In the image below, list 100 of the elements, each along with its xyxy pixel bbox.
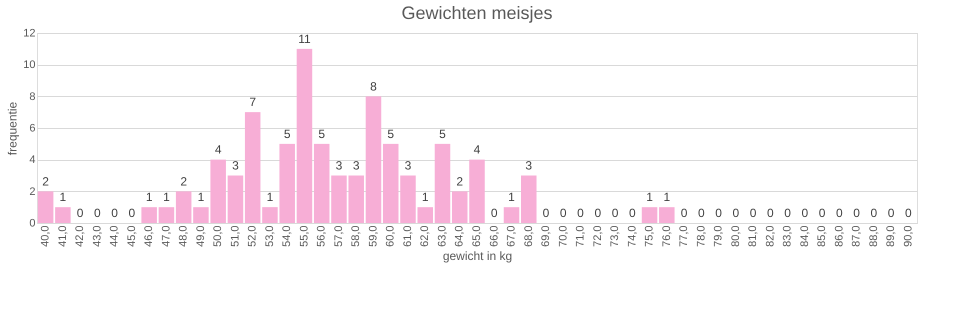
data-label: 1 xyxy=(266,190,274,204)
y-tick-label: 4 xyxy=(29,154,36,166)
data-label: 0 xyxy=(715,206,722,220)
x-tick-label: 78,0 xyxy=(695,226,708,247)
data-label: 0 xyxy=(888,206,895,220)
data-label: 3 xyxy=(404,158,412,172)
x-tick-label: 85,0 xyxy=(816,226,828,247)
data-label: 1 xyxy=(508,190,516,204)
data-label: 11 xyxy=(298,32,311,46)
x-tick-label: 52,0 xyxy=(246,226,259,247)
data-label: 1 xyxy=(198,190,205,204)
data-label: 0 xyxy=(836,206,844,220)
x-tick-label: 75,0 xyxy=(644,226,656,247)
data-label: 5 xyxy=(387,126,394,141)
x-tick-label: 67,0 xyxy=(506,226,518,247)
x-tick-label: 40,0 xyxy=(40,226,52,247)
x-tick-label: 70,0 xyxy=(557,226,570,247)
chart-title: Gewichten meisjes xyxy=(401,3,553,23)
data-label: 2 xyxy=(180,174,188,188)
x-tick-label: 66,0 xyxy=(488,226,500,247)
x-tick-label: 90,0 xyxy=(902,226,914,247)
x-tick-label: 53,0 xyxy=(264,226,276,247)
data-label: 0 xyxy=(612,206,619,220)
x-tick-label: 65,0 xyxy=(471,226,483,247)
data-label: 1 xyxy=(663,190,670,204)
data-label: 0 xyxy=(577,206,584,220)
x-tick-label: 72,0 xyxy=(592,226,604,247)
x-tick-label: 43,0 xyxy=(91,226,104,247)
data-label: 0 xyxy=(594,206,602,220)
data-label: 3 xyxy=(525,158,532,172)
data-label: 3 xyxy=(232,158,240,172)
data-label: 7 xyxy=(249,95,256,110)
data-label: 0 xyxy=(732,206,740,220)
x-tick-label: 73,0 xyxy=(609,226,622,247)
x-tick-label: 55,0 xyxy=(298,226,310,247)
data-label: 0 xyxy=(750,206,757,220)
data-label: 0 xyxy=(766,206,774,220)
data-label: 5 xyxy=(439,126,446,141)
x-tick-label: 54,0 xyxy=(281,226,294,247)
x-tick-label: 83,0 xyxy=(782,226,794,247)
x-tick-label: 46,0 xyxy=(143,226,156,247)
y-tick-label: 8 xyxy=(29,90,36,103)
x-tick-label: 77,0 xyxy=(678,226,690,247)
x-tick-label: 49,0 xyxy=(194,226,207,247)
x-tick-label: 84,0 xyxy=(798,226,811,247)
x-tick-label: 45,0 xyxy=(126,226,138,247)
x-tick-label: 59,0 xyxy=(367,226,380,247)
data-label: 0 xyxy=(128,206,136,220)
data-label: 0 xyxy=(680,206,688,220)
data-label: 0 xyxy=(870,206,878,220)
data-label: 2 xyxy=(456,174,464,188)
data-label: 1 xyxy=(60,190,67,204)
x-tick-label: 42,0 xyxy=(74,226,86,247)
x-tick-label: 50,0 xyxy=(212,226,224,247)
x-tick-label: 56,0 xyxy=(316,226,328,247)
x-tick-label: 41,0 xyxy=(56,226,69,247)
data-label: 5 xyxy=(284,126,291,141)
y-tick-label: 2 xyxy=(29,186,36,198)
x-tick-label: 80,0 xyxy=(730,226,742,247)
data-label: 0 xyxy=(111,206,118,220)
x-tick-label: 48,0 xyxy=(178,226,190,247)
data-label: 0 xyxy=(802,206,808,220)
y-tick-label: 0 xyxy=(29,218,36,230)
y-axis-title: frequentie xyxy=(5,101,20,156)
x-tick-label: 82,0 xyxy=(764,226,776,247)
data-label: 1 xyxy=(646,190,654,204)
data-label: 2 xyxy=(42,174,50,188)
data-label: 1 xyxy=(422,190,429,204)
x-tick-label: 71,0 xyxy=(574,226,587,247)
data-label: 4 xyxy=(214,142,222,157)
x-tick-label: 69,0 xyxy=(540,226,552,247)
data-label: 0 xyxy=(698,206,705,220)
x-axis-title: gewicht in kg xyxy=(442,248,512,263)
x-tick-label: 64,0 xyxy=(454,226,466,247)
x-tick-label: 57,0 xyxy=(332,226,345,247)
data-label: 0 xyxy=(94,206,102,220)
y-tick-label: 6 xyxy=(29,122,36,134)
data-label: 0 xyxy=(784,206,792,220)
x-tick-label: 88,0 xyxy=(868,226,880,247)
x-tick-label: 61,0 xyxy=(402,226,414,247)
x-tick-label: 60,0 xyxy=(384,226,397,247)
data-label: 0 xyxy=(818,206,826,220)
data-label: 0 xyxy=(542,206,550,220)
x-tick-label: 89,0 xyxy=(885,226,898,247)
x-tick-label: 74,0 xyxy=(626,226,638,247)
data-label: 0 xyxy=(560,206,567,220)
x-tick-label: 58,0 xyxy=(350,226,362,247)
x-tick-label: 81,0 xyxy=(747,226,760,247)
x-tick-label: 51,0 xyxy=(229,226,242,247)
x-tick-label: 44,0 xyxy=(108,226,121,247)
y-tick-label: 12 xyxy=(23,28,36,40)
data-label: 5 xyxy=(318,126,326,141)
data-label: 0 xyxy=(853,206,860,220)
data-label: 3 xyxy=(336,158,343,172)
data-label: 1 xyxy=(146,190,153,204)
x-tick-label: 68,0 xyxy=(522,226,535,247)
x-tick-label: 87,0 xyxy=(850,226,863,247)
x-tick-label: 76,0 xyxy=(660,226,673,247)
data-label: 8 xyxy=(370,79,378,94)
data-label: 1 xyxy=(163,190,170,204)
